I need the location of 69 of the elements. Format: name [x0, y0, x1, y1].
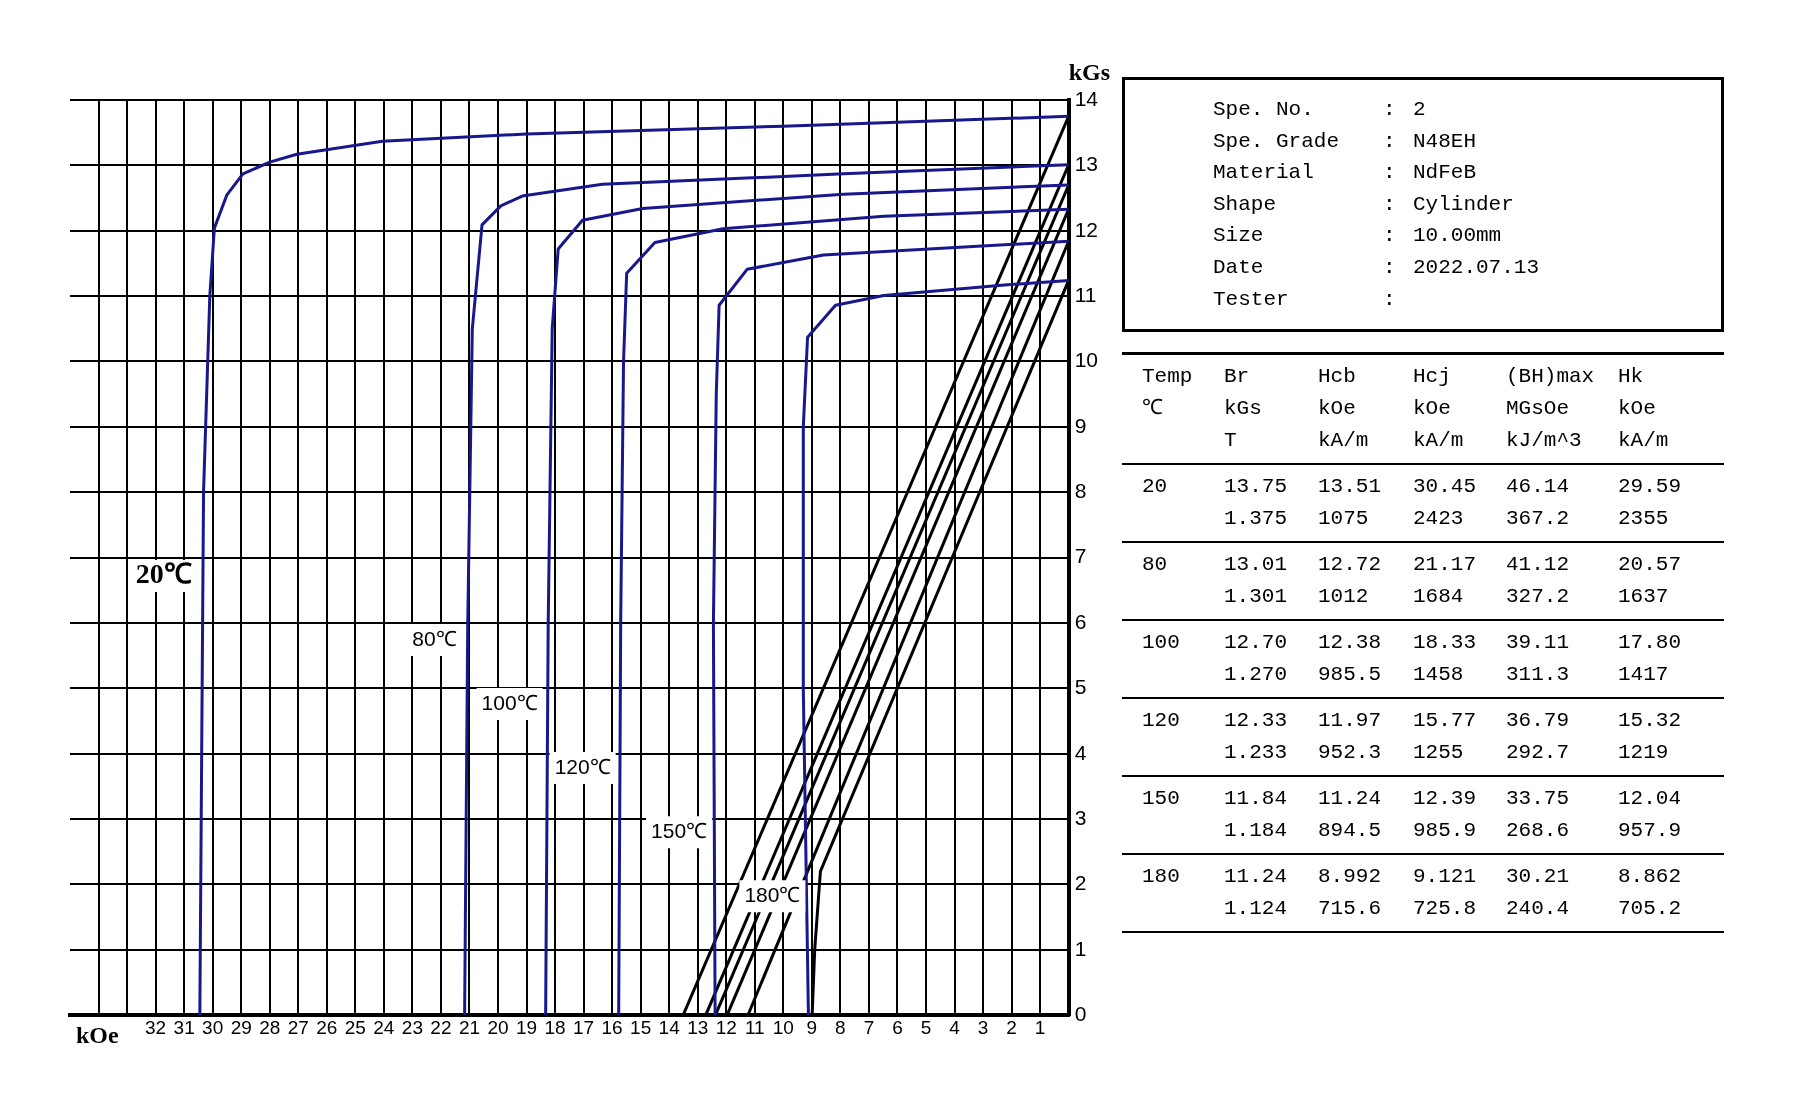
series-label: 20℃: [135, 558, 192, 590]
series-label: 80℃: [412, 626, 457, 650]
text: 150 11.84 11.24 12.39 33.75 12.04 1.184 894.5 985.9 268.6 957.9: [1142, 787, 1682, 842]
y-tick-label: 12: [1074, 217, 1098, 241]
text: 80 13.01 12.72 21.17 41.12 20.57 1.301 1012 1684 327.2 1637: [1142, 553, 1682, 608]
x-tick-label: 16: [601, 1016, 623, 1038]
x-tick-label: 10: [772, 1016, 794, 1038]
x-tick-label: 12: [715, 1016, 737, 1038]
y-tick-label: 9: [1074, 413, 1087, 437]
y-tick-label: 3: [1074, 805, 1087, 829]
x-tick-label: 13: [687, 1016, 709, 1038]
text: Spe. Grade : N48EH: [1213, 129, 1477, 153]
x-tick-label: 31: [173, 1016, 195, 1038]
x-tick-label: 11: [744, 1016, 765, 1038]
text: 180 11.24 8.992 9.121 30.21 8.862 1.124 715.6 725.8 240.4 705.2: [1142, 865, 1682, 920]
x-tick-label: 9: [806, 1016, 818, 1038]
text: Spe. No. : 2: [1213, 98, 1426, 121]
text: Tester :: [1213, 287, 1396, 311]
series-label: 150℃: [651, 818, 708, 842]
y-tick-label: 14: [1074, 86, 1099, 110]
x-tick-label: 17: [573, 1016, 595, 1038]
y-tick-label: 6: [1074, 609, 1087, 633]
text: Material : NdFeB: [1213, 161, 1477, 185]
y-tick-label: 8: [1074, 479, 1087, 503]
x-tick-label: 26: [316, 1016, 338, 1038]
y-tick-label: 4: [1074, 740, 1087, 764]
x-tick-label: 32: [145, 1016, 167, 1038]
x-tick-label: 21: [458, 1016, 481, 1038]
y-tick-label: 0: [1074, 1002, 1087, 1025]
y-tick-label: 7: [1074, 544, 1087, 568]
x-tick-label: 3: [977, 1016, 989, 1038]
x-tick-label: 20: [487, 1016, 509, 1038]
y-tick-label: 1: [1074, 936, 1087, 960]
x-tick-label: 14: [658, 1016, 681, 1038]
x-tick-label: 29: [230, 1016, 252, 1038]
text: Size : 10.00mm: [1213, 224, 1502, 248]
x-tick-label: 5: [920, 1016, 932, 1038]
x-tick-label: 7: [863, 1016, 875, 1038]
text: Shape : Cylinder: [1213, 192, 1514, 216]
x-tick-label: 8: [835, 1016, 846, 1038]
x-tick-label: 15: [630, 1016, 652, 1038]
x-tick-label: 22: [430, 1016, 452, 1038]
x-tick-label: 2: [1006, 1016, 1017, 1038]
x-tick-label: 6: [892, 1016, 903, 1038]
y-tick-label: 11: [1074, 282, 1097, 306]
text: Temp Br Hcb Hcj (BH)max Hk ℃ kGs kOe kOe MGsOe kOe T kA/m kA/m kJ/m^3 kA/m: [1142, 365, 1669, 452]
x-tick-label: 28: [259, 1016, 281, 1038]
y-tick-label: 5: [1074, 675, 1087, 699]
x-tick-label: 18: [544, 1016, 566, 1038]
x-tick-label: 30: [202, 1016, 224, 1038]
y-tick-label: 2: [1074, 871, 1087, 895]
series-label: 100℃: [481, 690, 538, 714]
x-tick-label: 27: [287, 1016, 309, 1038]
y-tick-label: 10: [1074, 348, 1098, 372]
text: 100 12.70 12.38 18.33 39.11 17.80 1.270 985.5 1458 311.3 1417: [1142, 631, 1682, 686]
x-tick-label: 25: [344, 1016, 366, 1038]
text: 120 12.33 11.97 15.77 36.79 15.32 1.233 952.3 1255 292.7 1219: [1142, 709, 1682, 764]
x-tick-label: 19: [515, 1016, 538, 1038]
x-tick-label: 4: [949, 1016, 961, 1038]
text: 20 13.75 13.51 30.45 46.14 29.59 1.375 1075 2423 367.2 2355: [1142, 475, 1682, 530]
x-tick-label: 1: [1034, 1016, 1046, 1038]
series-label: 180℃: [744, 883, 801, 907]
x-tick-label: 23: [401, 1016, 423, 1038]
text: Date : 2022.07.13: [1213, 255, 1540, 279]
series-label: 120℃: [554, 754, 611, 778]
y-tick-label: 13: [1074, 152, 1098, 176]
y-axis-title: kGs: [1068, 59, 1110, 86]
x-axis-title: kOe: [76, 1022, 120, 1049]
x-tick-label: 24: [373, 1016, 395, 1038]
